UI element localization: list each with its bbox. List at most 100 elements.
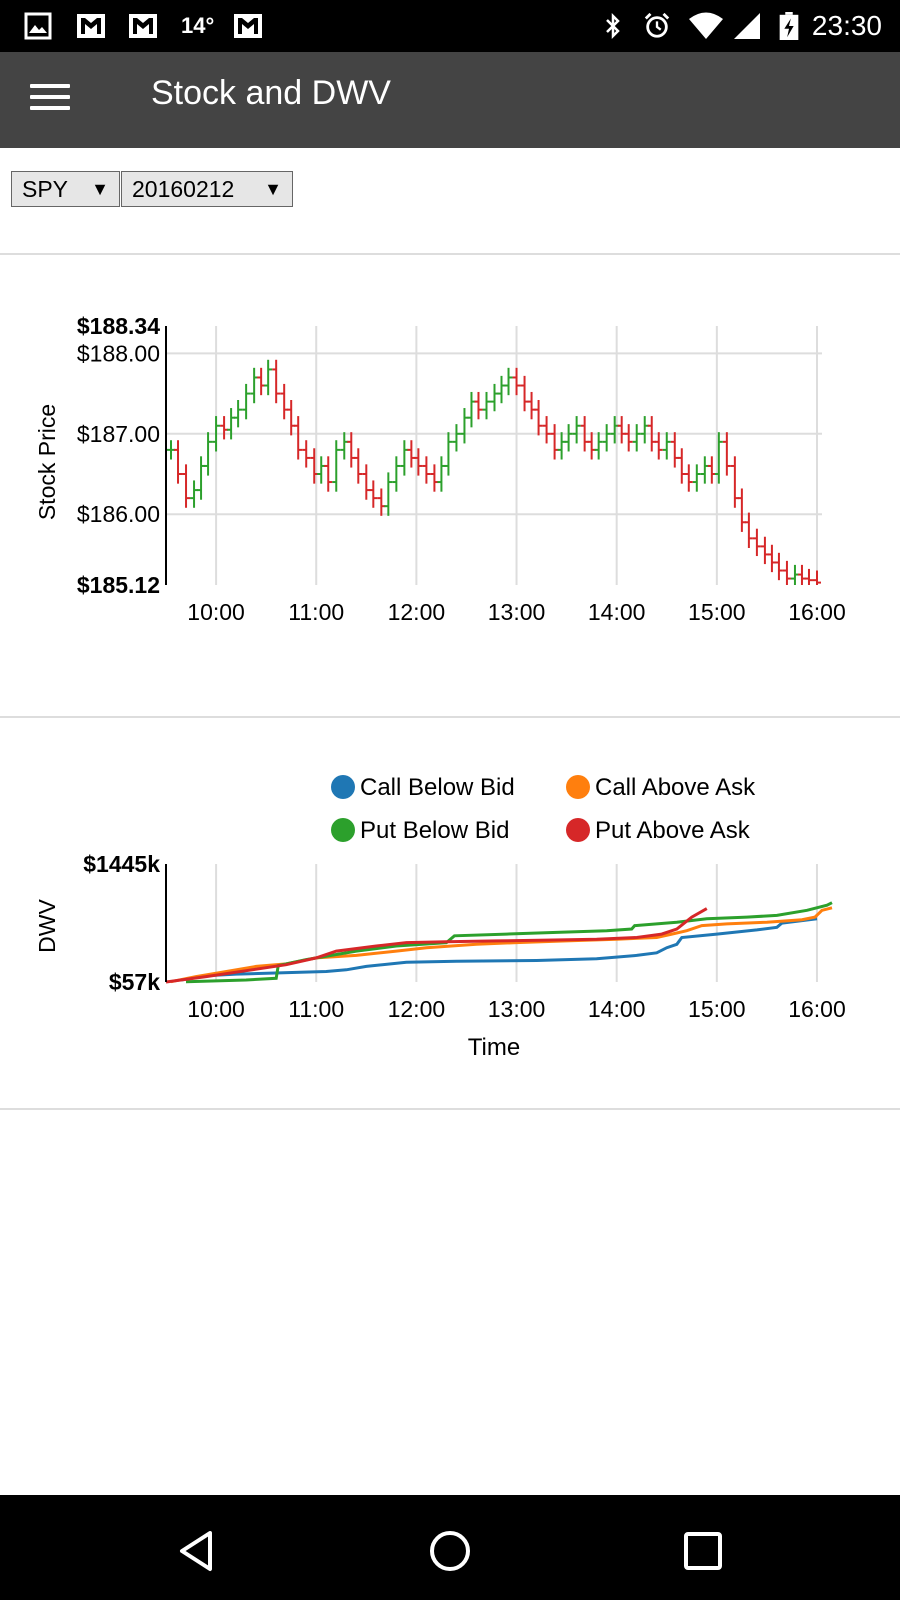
ohlc-bar [257,367,266,396]
ohlc-bar [624,424,633,452]
ohlc-bar [280,383,289,420]
dwv-x-tick-label: 14:00 [588,996,646,1022]
stock-x-tick-label: 16:00 [788,599,846,625]
stock-y-min-label: $185.12 [77,572,160,598]
gmail-icon [129,14,157,38]
ohlc-bar [790,564,799,585]
ohlc-bar [430,464,439,492]
dwv-x-tick-label: 12:00 [388,996,446,1022]
legend-swatch [566,775,590,799]
stock-x-tick-label: 15:00 [688,599,746,625]
ohlc-bar [317,456,326,484]
ohlc-bar [377,488,386,516]
ohlc-bar [384,472,393,516]
dwv-series-line [180,917,818,982]
date-select[interactable]: 20160212 ▼ [121,171,293,207]
legend-label: Put Above Ask [595,817,751,844]
recents-icon[interactable] [675,1523,731,1579]
ohlc-bar [602,424,611,452]
ohlc-bar [677,448,686,484]
ohlc-bar [752,528,761,557]
ohlc-bar [220,416,229,440]
ohlc-bar [804,568,813,585]
hamburger-icon-line [30,84,70,88]
ohlc-bar [594,432,603,460]
app-bar: Stock and DWV [0,52,900,148]
ohlc-bar [542,416,551,444]
battery-charging-icon [779,12,799,40]
ohlc-bar [520,375,529,412]
ohlc-bar [482,391,491,420]
stock-x-tick-label: 13:00 [488,599,546,625]
ohlc-bar [730,456,739,508]
ohlc-bar [774,552,783,581]
ohlc-bar [557,432,566,460]
ohlc-bar [332,440,341,492]
ohlc-bar [347,432,356,468]
ohlc-bar [632,424,641,452]
dwv-x-tick-label: 10:00 [187,996,245,1022]
ohlc-bar [174,440,183,484]
ohlc-bar [242,383,251,420]
ohlc-bar [197,456,206,500]
ohlc-bar [490,383,499,412]
ohlc-bar [212,416,221,452]
stock-y-tick-label: $187.00 [77,421,160,447]
ohlc-bar [422,456,431,484]
ohlc-bar [707,456,716,484]
dropdown-arrow-icon: ▼ [264,178,282,199]
ohlc-bar [512,367,521,396]
ohlc-bar [302,440,311,468]
ohlc-bar [504,367,513,396]
ohlc-bar [167,440,176,460]
ohlc-bar [437,456,446,492]
home-icon[interactable] [422,1523,478,1579]
ohlc-bar [452,424,461,452]
ohlc-bar [744,512,753,548]
gmail-icon [77,14,105,38]
status-time: 23:30 [811,10,882,41]
ohlc-bar [354,448,363,484]
ohlc-bar [272,359,281,404]
menu-button[interactable] [30,84,70,118]
ohlc-bar [534,400,543,436]
ohlc-bar [294,416,303,460]
ohlc-bar [190,480,199,508]
ohlc-bar [654,432,663,460]
ohlc-bar [287,400,296,436]
stock-y-axis-label: Stock Price [34,404,60,520]
ohlc-bar [722,432,731,476]
ohlc-bar [497,375,506,404]
dwv-y-max-label: $1445k [83,851,160,877]
ohlc-bar [467,391,476,428]
ohlc-bar [767,544,776,573]
ohlc-bar [414,448,423,476]
alarm-icon [644,12,670,38]
legend-item: Put Above Ask [566,817,751,844]
ohlc-bar [234,400,243,428]
legend-item: Call Above Ask [566,774,756,801]
hamburger-icon-line [30,106,70,110]
symbol-select[interactable]: SPY ▼ [11,171,120,207]
dwv-x-tick-label: 15:00 [688,996,746,1022]
dwv-x-tick-label: 13:00 [488,996,546,1022]
stock-y-tick-label: $186.00 [77,501,160,527]
legend-swatch [331,818,355,842]
hamburger-icon-line [30,95,70,99]
ohlc-bar [782,560,791,585]
dwv-x-tick-label: 11:00 [288,996,344,1022]
ohlc-bar [640,416,649,444]
ohlc-bar [407,440,416,468]
dwv-x-tick-label: 16:00 [788,996,846,1022]
ohlc-bar [692,464,701,492]
legend-label: Call Above Ask [595,774,756,801]
ohlc-bar [812,570,821,585]
ohlc-bar [474,391,483,420]
stock-chart-panel: $188.00 $187.00 $186.00 10:00 11:00 12:00 13:0… [0,253,900,715]
back-icon[interactable] [170,1523,226,1579]
ohlc-bar [662,432,671,460]
ohlc-bar [550,424,559,460]
ohlc-bar [362,464,371,500]
legend-item: Call Below Bid [331,774,515,801]
ohlc-bar [392,456,401,492]
